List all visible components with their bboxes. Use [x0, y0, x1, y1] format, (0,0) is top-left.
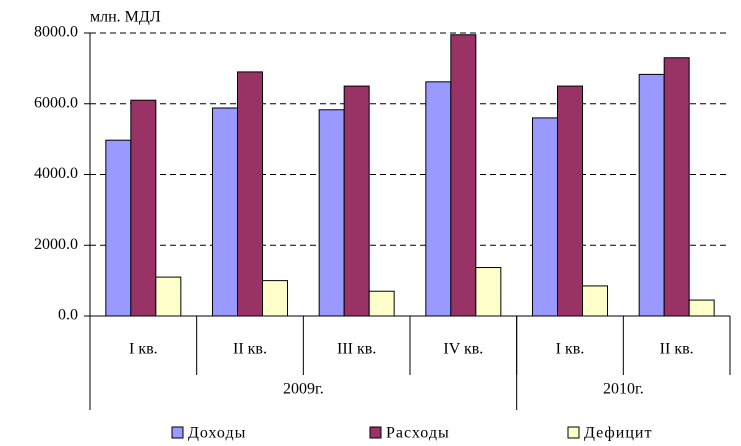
bar — [450, 34, 477, 317]
bar — [688, 299, 715, 317]
bar — [262, 280, 288, 317]
bar — [663, 57, 690, 317]
legend-label: Расходы — [386, 425, 450, 442]
y-axis-label: млн. МДЛ — [90, 9, 161, 26]
legend-swatch — [369, 426, 382, 439]
group-label: 2010г. — [603, 381, 644, 398]
x-tick-label: III кв. — [337, 341, 376, 358]
y-tick-label: 2000.0 — [34, 236, 78, 253]
bar — [532, 117, 558, 317]
bar — [425, 81, 452, 317]
bar — [212, 107, 238, 317]
bar — [237, 71, 263, 317]
x-tick-label: I кв. — [556, 341, 585, 358]
bar — [475, 267, 502, 317]
bar — [638, 73, 665, 317]
bar — [318, 109, 345, 317]
y-tick-label: 4000.0 — [34, 165, 78, 182]
legend-swatch — [567, 426, 580, 439]
bar — [368, 290, 395, 317]
bar — [557, 85, 583, 317]
legend-label: Дефицит — [584, 425, 652, 442]
x-tick-label: II кв. — [233, 341, 267, 358]
bar — [105, 139, 132, 317]
x-tick-label: II кв. — [660, 341, 694, 358]
y-tick-label: 6000.0 — [34, 94, 78, 111]
x-tick-label: I кв. — [129, 341, 158, 358]
legend-swatch — [171, 426, 184, 439]
bar — [582, 285, 608, 317]
group-label: 2009г. — [283, 381, 324, 398]
bar — [343, 85, 370, 317]
bar — [130, 99, 157, 317]
y-tick-label: 8000.0 — [34, 24, 78, 41]
y-tick-label: 0.0 — [58, 307, 78, 324]
x-tick-label: IV кв. — [443, 341, 483, 358]
legend-label: Доходы — [188, 425, 246, 442]
bar — [155, 276, 182, 317]
